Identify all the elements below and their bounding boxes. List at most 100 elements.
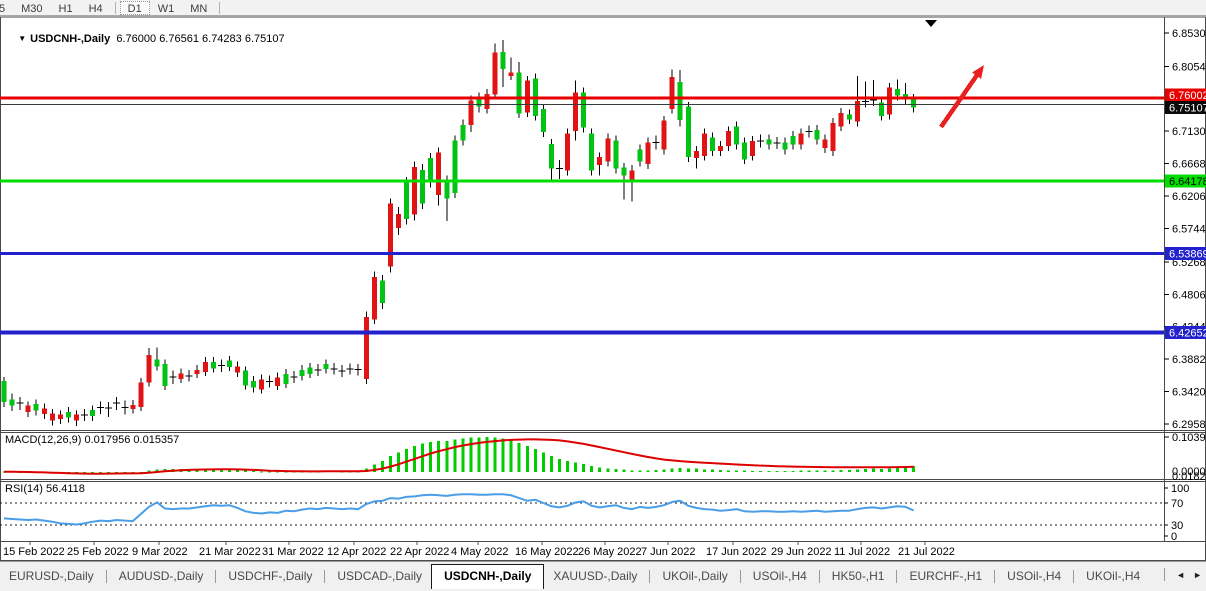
candle bbox=[371, 271, 377, 325]
candle bbox=[887, 82, 892, 120]
candle bbox=[508, 57, 514, 81]
candle bbox=[338, 364, 346, 377]
candles bbox=[1, 40, 917, 426]
time-axis[interactable]: 15 Feb 2022 25 Feb 2022 9 Mar 2022 21 Mar 2… bbox=[3, 542, 955, 558]
timeframe-button-MN[interactable]: MN bbox=[190, 2, 208, 15]
timeframe-button-H1[interactable]: H1 bbox=[58, 2, 73, 15]
time-axis-label: 21 Mar 2022 bbox=[199, 546, 261, 558]
candle bbox=[105, 402, 113, 417]
candle bbox=[283, 369, 289, 389]
timeframe-button-D1[interactable]: D1 bbox=[119, 0, 150, 15]
candle bbox=[709, 132, 715, 156]
tab-divider bbox=[1073, 570, 1075, 583]
symbol-tab-usdchf-daily[interactable]: USDCHF-,Daily bbox=[228, 569, 313, 583]
candle bbox=[540, 103, 546, 137]
candle bbox=[726, 126, 731, 151]
candle bbox=[387, 198, 393, 273]
candle bbox=[363, 311, 369, 384]
candle bbox=[395, 207, 401, 236]
time-axis-label: 16 May 2022 bbox=[515, 546, 579, 558]
symbol-tab-audusd-daily[interactable]: AUDUSD-,Daily bbox=[118, 569, 204, 583]
symbol-collapse-icon[interactable]: ▼ bbox=[18, 34, 27, 43]
rsi-scale-label: 70 bbox=[1171, 498, 1183, 510]
price-tick-label: 6.38820 bbox=[1172, 354, 1206, 366]
timeframe-button-W1[interactable]: W1 bbox=[157, 2, 175, 15]
candle bbox=[452, 135, 458, 198]
candle bbox=[693, 145, 699, 169]
symbol-tab-usdcad-daily[interactable]: USDCAD-,Daily bbox=[337, 569, 423, 583]
candle bbox=[121, 400, 129, 415]
candle bbox=[146, 348, 152, 387]
candle bbox=[629, 164, 635, 202]
candle bbox=[57, 410, 63, 424]
trend-arrow-head[interactable] bbox=[972, 65, 984, 79]
toolbar-separator bbox=[114, 1, 116, 14]
candle bbox=[669, 69, 675, 114]
triangle-down-marker[interactable] bbox=[925, 20, 937, 27]
rsi-panel[interactable]: 100 70 300 bbox=[0, 483, 1189, 543]
tab-divider bbox=[818, 570, 820, 583]
candle bbox=[757, 134, 765, 148]
candle bbox=[412, 161, 418, 221]
candle bbox=[766, 134, 772, 150]
macd-scale-current: 0.018297 bbox=[1172, 471, 1206, 483]
candle bbox=[217, 359, 225, 372]
rsi-scale-label: 30 bbox=[1171, 520, 1183, 532]
candle bbox=[565, 128, 570, 176]
candle bbox=[202, 357, 208, 377]
symbol-tab-eurchf-h1[interactable]: EURCHF-,H1 bbox=[909, 569, 983, 583]
candle bbox=[597, 152, 603, 176]
tab-scroll-controls: ◄ ► bbox=[1153, 568, 1202, 581]
time-axis-label: 15 Feb 2022 bbox=[3, 546, 65, 558]
symbol-tab-eurusd-daily[interactable]: EURUSD-,Daily bbox=[9, 569, 94, 583]
time-axis-label: 21 Jul 2022 bbox=[898, 546, 955, 558]
symbol-tab-ukoil-daily[interactable]: UKOil-,Daily bbox=[662, 569, 728, 583]
timeframe-button-M30[interactable]: M30 bbox=[21, 2, 43, 15]
candle bbox=[81, 409, 88, 422]
price-line-label: 6.76002 bbox=[1169, 90, 1206, 102]
time-axis-label: 26 May 2022 bbox=[578, 546, 642, 558]
timeframe-button-H4[interactable]: H4 bbox=[88, 2, 103, 15]
candle bbox=[869, 80, 877, 106]
candle bbox=[573, 80, 579, 141]
candle bbox=[854, 75, 860, 127]
symbol-tab-ukoil-h4[interactable]: UKOil-,H4 bbox=[1086, 569, 1141, 583]
time-axis-label: 11 Jul 2022 bbox=[834, 546, 890, 558]
tab-scroll-right-icon[interactable]: ► bbox=[1193, 569, 1202, 580]
candle bbox=[548, 138, 554, 183]
time-axis-label: 31 Mar 2022 bbox=[262, 546, 324, 558]
price-line-label: 6.53869 bbox=[1169, 249, 1206, 261]
tab-divider bbox=[324, 570, 326, 583]
symbol-tab-usoil-h4[interactable]: USOil-,H4 bbox=[752, 569, 807, 583]
candle bbox=[251, 376, 257, 393]
candle bbox=[484, 89, 490, 114]
macd-panel[interactable]: 0.103934 0.000000.018297 bbox=[2, 432, 1206, 483]
ohlc-high: 6.76561 bbox=[159, 33, 199, 45]
timeframe-button-5[interactable]: 5 bbox=[0, 2, 6, 15]
candle bbox=[154, 347, 160, 371]
time-axis-label: 22 Apr 2022 bbox=[390, 546, 449, 558]
candle bbox=[814, 124, 820, 145]
tab-scroll-left-icon[interactable]: ◄ bbox=[1176, 569, 1186, 580]
candle bbox=[701, 128, 707, 161]
candle bbox=[49, 409, 55, 426]
symbol-tab-xauusd-daily[interactable]: XAUUSD-,Daily bbox=[553, 569, 638, 583]
annotations[interactable] bbox=[925, 20, 984, 129]
symbol-tab-hk50-h1[interactable]: HK50-,H1 bbox=[831, 569, 885, 583]
candle bbox=[750, 136, 756, 161]
time-axis-label: 7 Jun 2022 bbox=[641, 546, 695, 558]
candle bbox=[185, 369, 193, 382]
candle bbox=[436, 147, 442, 206]
candle bbox=[492, 43, 498, 100]
symbol-tab-usoil-h4[interactable]: USOil-,H4 bbox=[1007, 569, 1062, 583]
macd-scale-max: 0.103934 bbox=[1172, 432, 1206, 444]
candle bbox=[259, 374, 265, 394]
symbol-tab-usdcnh-daily[interactable]: USDCNH-,Daily bbox=[431, 564, 545, 589]
candle bbox=[33, 399, 39, 416]
time-axis-label: 9 Mar 2022 bbox=[132, 546, 188, 558]
candle bbox=[589, 128, 595, 176]
price-tick-label: 6.80540 bbox=[1172, 61, 1206, 73]
